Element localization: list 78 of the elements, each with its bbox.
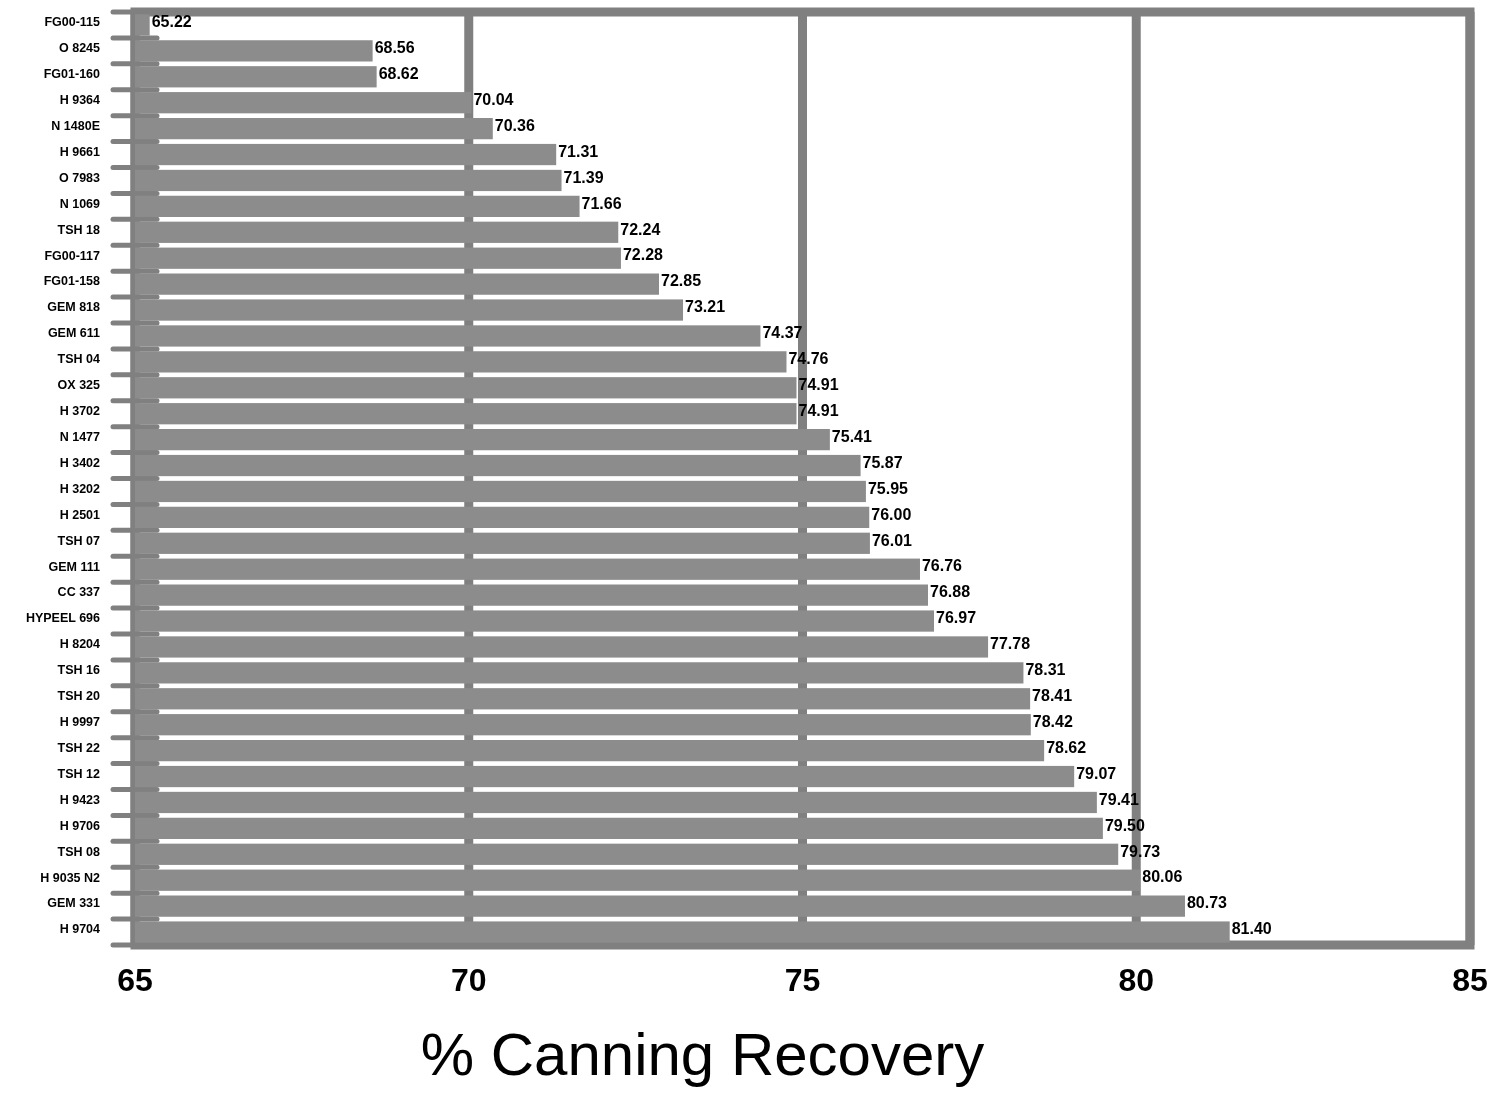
- y-tick-label: TSH 08: [57, 844, 101, 859]
- y-tick-label: H 9035 N2: [40, 870, 101, 885]
- y-tick-label: H 9704: [59, 922, 101, 937]
- data-label: 78.41: [1032, 687, 1073, 705]
- y-tick-label: H 9997: [59, 715, 101, 730]
- data-label: 76.88: [929, 583, 971, 601]
- x-axis-title: % Canning Recovery: [420, 1021, 985, 1088]
- data-label: 78.31: [1025, 661, 1066, 679]
- data-label: 74.91: [798, 401, 839, 419]
- y-tick-label: O 7983: [58, 170, 101, 185]
- y-tick-label: GEM 611: [47, 326, 101, 341]
- data-label: 76.76: [921, 557, 963, 575]
- y-tick-label: TSH 12: [57, 766, 101, 781]
- data-label: 76.00: [871, 505, 912, 523]
- y-tick-label: FG00-115: [44, 15, 101, 30]
- x-tick-label: 65: [117, 962, 153, 998]
- y-tick-label: HYPEEL 696: [25, 611, 101, 626]
- data-label: 76.97: [936, 609, 977, 627]
- x-tick-label: 80: [1118, 962, 1155, 998]
- data-label: 68.62: [378, 65, 419, 83]
- y-tick-label: H 9661: [59, 144, 101, 159]
- y-tick-label: FG00-117: [44, 248, 101, 263]
- data-label: 78.42: [1032, 712, 1073, 730]
- data-label: 79.07: [1076, 764, 1117, 782]
- y-tick-label: TSH 22: [57, 740, 101, 755]
- data-label: 72.85: [660, 272, 702, 290]
- y-tick-label: OX 325: [57, 378, 101, 393]
- data-label: 68.56: [374, 39, 415, 57]
- y-tick-label: FG01-160: [43, 67, 101, 82]
- y-tick-label: CC 337: [57, 585, 101, 600]
- data-label: 75.95: [867, 479, 909, 497]
- y-tick-label: H 3402: [59, 455, 101, 470]
- y-tick-label: GEM 331: [47, 896, 101, 911]
- data-label: 75.41: [831, 427, 873, 445]
- data-label: 76.01: [871, 531, 913, 549]
- data-label: 74.76: [788, 350, 829, 368]
- y-tick-label: H 3202: [59, 481, 101, 496]
- data-label: 74.37: [762, 324, 803, 342]
- data-label: 74.91: [798, 376, 839, 394]
- y-tick-label: H 9364: [59, 93, 101, 108]
- data-label: 65.22: [151, 13, 192, 31]
- y-tick-label: TSH 18: [57, 222, 101, 237]
- data-label: 80.73: [1186, 894, 1228, 912]
- data-label: 72.28: [622, 246, 664, 264]
- y-tick-label: N 1477: [59, 429, 101, 444]
- y-tick-label: O 8245: [58, 41, 101, 56]
- data-label: 70.04: [473, 90, 514, 108]
- data-label: 79.73: [1120, 842, 1161, 860]
- y-tick-label: H 8204: [59, 637, 101, 652]
- data-label: 79.50: [1104, 816, 1146, 834]
- data-label: 71.31: [558, 142, 599, 160]
- y-tick-label: TSH 20: [57, 689, 101, 704]
- data-label: 72.24: [620, 220, 661, 238]
- y-tick-label: H 2501: [59, 507, 101, 522]
- x-tick-label: 75: [784, 962, 821, 998]
- y-tick-label: TSH 16: [57, 663, 101, 678]
- y-tick-label: GEM 818: [47, 300, 101, 315]
- y-tick-label: FG01-158: [43, 274, 101, 289]
- x-tick-label: 85: [1452, 962, 1488, 998]
- data-label: 75.87: [862, 453, 903, 471]
- x-tick-label: 70: [450, 962, 487, 998]
- data-label: 78.62: [1046, 738, 1087, 756]
- data-label: 70.36: [494, 116, 535, 134]
- y-tick-label: H 9706: [59, 818, 101, 833]
- data-label: 71.66: [581, 194, 622, 212]
- data-label: 81.40: [1231, 920, 1272, 938]
- data-label: 73.21: [685, 298, 726, 316]
- data-label: 80.06: [1142, 868, 1183, 886]
- y-tick-label: N 1480E: [51, 118, 100, 133]
- y-tick-label: N 1069: [59, 196, 101, 211]
- y-tick-label: H 3702: [59, 404, 101, 419]
- y-tick-label: H 9423: [59, 792, 101, 807]
- data-label: 71.39: [563, 168, 604, 186]
- y-tick-label: GEM 111: [48, 559, 101, 574]
- y-tick-label: TSH 04: [57, 352, 101, 367]
- data-label: 77.78: [990, 635, 1031, 653]
- y-tick-label: TSH 07: [57, 533, 101, 548]
- data-label: 79.41: [1098, 790, 1140, 808]
